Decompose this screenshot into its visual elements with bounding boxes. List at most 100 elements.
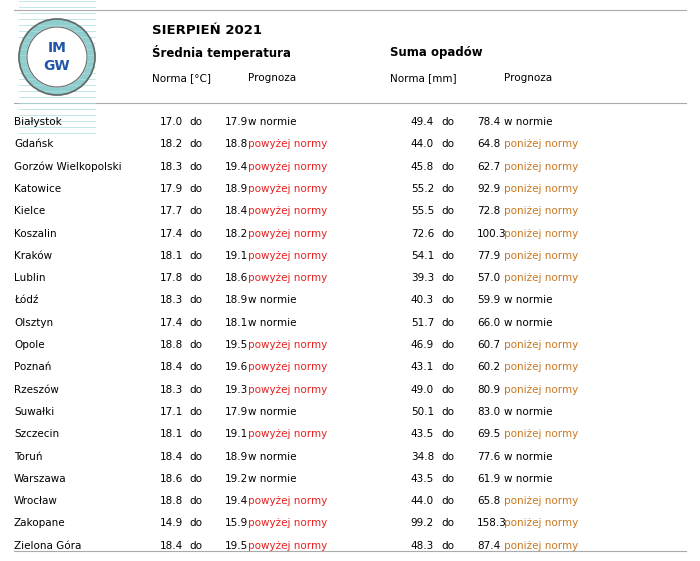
Text: Kielce: Kielce <box>14 206 46 216</box>
Text: poniżej normy: poniżej normy <box>504 362 578 373</box>
Text: 18.8: 18.8 <box>225 139 248 149</box>
Text: 18.4: 18.4 <box>225 206 248 216</box>
Text: powyżej normy: powyżej normy <box>248 429 328 439</box>
Text: do: do <box>190 518 202 528</box>
Text: do: do <box>442 362 454 373</box>
Text: Warszawa: Warszawa <box>14 474 66 484</box>
Text: 19.5: 19.5 <box>225 541 248 551</box>
Text: Katowice: Katowice <box>14 184 61 194</box>
Text: do: do <box>442 496 454 506</box>
Text: powyżej normy: powyżej normy <box>248 340 328 350</box>
Text: 61.9: 61.9 <box>477 474 500 484</box>
Text: 19.1: 19.1 <box>225 429 248 439</box>
Text: 100.3: 100.3 <box>477 228 507 238</box>
Text: do: do <box>442 429 454 439</box>
Text: 18.4: 18.4 <box>160 452 183 462</box>
Text: poniżej normy: poniżej normy <box>504 228 578 238</box>
Text: 72.6: 72.6 <box>411 228 434 238</box>
Text: 15.9: 15.9 <box>225 518 248 528</box>
Text: powyżej normy: powyżej normy <box>248 206 328 216</box>
Text: w normie: w normie <box>248 318 297 328</box>
Text: 18.4: 18.4 <box>160 362 183 373</box>
Text: powyżej normy: powyżej normy <box>248 518 328 528</box>
Text: Białystok: Białystok <box>14 117 62 127</box>
Text: do: do <box>190 228 202 238</box>
Text: do: do <box>190 474 202 484</box>
Text: w normie: w normie <box>248 296 297 305</box>
Text: do: do <box>190 273 202 283</box>
Text: Suwałki: Suwałki <box>14 407 55 417</box>
Text: do: do <box>442 318 454 328</box>
Text: 44.0: 44.0 <box>411 139 434 149</box>
Text: Zielona Góra: Zielona Góra <box>14 541 81 551</box>
Text: 99.2: 99.2 <box>411 518 434 528</box>
Text: do: do <box>442 251 454 261</box>
Text: poniżej normy: poniżej normy <box>504 429 578 439</box>
Text: Prognoza: Prognoza <box>504 73 552 83</box>
Text: powyżej normy: powyżej normy <box>248 362 328 373</box>
Text: 77.6: 77.6 <box>477 452 500 462</box>
Text: 17.0: 17.0 <box>160 117 183 127</box>
Text: 17.9: 17.9 <box>225 407 248 417</box>
Text: do: do <box>190 496 202 506</box>
Text: 64.8: 64.8 <box>477 139 500 149</box>
Text: 57.0: 57.0 <box>477 273 500 283</box>
Text: 18.6: 18.6 <box>160 474 183 484</box>
Text: 18.4: 18.4 <box>160 541 183 551</box>
Text: 17.9: 17.9 <box>160 184 183 194</box>
Text: 59.9: 59.9 <box>477 296 500 305</box>
Text: 72.8: 72.8 <box>477 206 500 216</box>
Text: 18.9: 18.9 <box>225 184 248 194</box>
Text: 19.1: 19.1 <box>225 251 248 261</box>
Text: 19.5: 19.5 <box>225 340 248 350</box>
Text: Średnia temperatura: Średnia temperatura <box>152 44 291 59</box>
Text: Wrocław: Wrocław <box>14 496 58 506</box>
Text: poniżej normy: poniżej normy <box>504 251 578 261</box>
Text: Łódź: Łódź <box>14 296 38 305</box>
Text: Lublin: Lublin <box>14 273 46 283</box>
Text: 18.2: 18.2 <box>160 139 183 149</box>
Text: 17.7: 17.7 <box>160 206 183 216</box>
Text: w normie: w normie <box>504 452 552 462</box>
Text: do: do <box>442 452 454 462</box>
Text: poniżej normy: poniżej normy <box>504 385 578 394</box>
Text: poniżej normy: poniżej normy <box>504 139 578 149</box>
Text: 62.7: 62.7 <box>477 162 500 172</box>
Text: do: do <box>442 541 454 551</box>
Text: poniżej normy: poniżej normy <box>504 184 578 194</box>
Text: powyżej normy: powyżej normy <box>248 251 328 261</box>
Text: 18.8: 18.8 <box>160 496 183 506</box>
Text: 158.3: 158.3 <box>477 518 507 528</box>
Circle shape <box>27 27 87 87</box>
Text: 69.5: 69.5 <box>477 429 500 439</box>
Text: 18.1: 18.1 <box>160 251 183 261</box>
Text: GW: GW <box>43 59 70 73</box>
Text: do: do <box>442 117 454 127</box>
Text: Norma [mm]: Norma [mm] <box>390 73 456 83</box>
Text: 45.8: 45.8 <box>411 162 434 172</box>
Text: do: do <box>442 206 454 216</box>
Text: do: do <box>442 273 454 283</box>
Text: 49.0: 49.0 <box>411 385 434 394</box>
Text: Prognoza: Prognoza <box>248 73 296 83</box>
Text: Kraków: Kraków <box>14 251 52 261</box>
Text: do: do <box>442 385 454 394</box>
Text: 39.3: 39.3 <box>411 273 434 283</box>
Text: 18.3: 18.3 <box>160 162 183 172</box>
Text: 19.4: 19.4 <box>225 496 248 506</box>
Text: Zakopane: Zakopane <box>14 518 66 528</box>
Text: do: do <box>442 162 454 172</box>
Text: powyżej normy: powyżej normy <box>248 162 328 172</box>
Text: w normie: w normie <box>248 474 297 484</box>
Text: Suma opadów: Suma opadów <box>390 45 482 58</box>
Text: 17.4: 17.4 <box>160 228 183 238</box>
Text: 18.8: 18.8 <box>160 340 183 350</box>
Text: IM: IM <box>48 41 66 55</box>
Text: do: do <box>190 541 202 551</box>
Text: do: do <box>442 407 454 417</box>
Text: poniżej normy: poniżej normy <box>504 162 578 172</box>
Text: do: do <box>190 318 202 328</box>
Text: Koszalin: Koszalin <box>14 228 57 238</box>
Text: w normie: w normie <box>248 452 297 462</box>
Text: 50.1: 50.1 <box>411 407 434 417</box>
